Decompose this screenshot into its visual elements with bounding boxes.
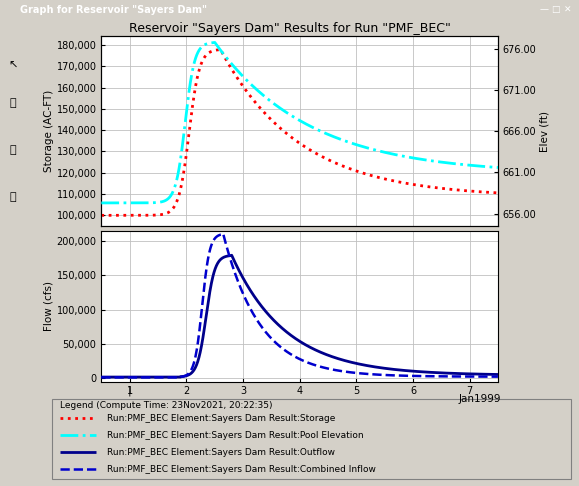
Y-axis label: Flow (cfs): Flow (cfs) (43, 281, 54, 331)
Text: Run:PMF_BEC Element:Sayers Dam Result:Outflow: Run:PMF_BEC Element:Sayers Dam Result:Ou… (107, 448, 335, 457)
Text: Graph for Reservoir "Sayers Dam": Graph for Reservoir "Sayers Dam" (20, 5, 207, 15)
FancyBboxPatch shape (52, 399, 570, 479)
Text: —: — (540, 5, 549, 14)
Text: Run:PMF_BEC Element:Sayers Dam Result:Storage: Run:PMF_BEC Element:Sayers Dam Result:St… (107, 414, 335, 423)
Text: 📋: 📋 (10, 145, 16, 155)
Y-axis label: Storage (AC-FT): Storage (AC-FT) (43, 90, 54, 173)
Text: Run:PMF_BEC Element:Sayers Dam Result:Pool Elevation: Run:PMF_BEC Element:Sayers Dam Result:Po… (107, 431, 364, 440)
Text: Reservoir "Sayers Dam" Results for Run "PMF_BEC": Reservoir "Sayers Dam" Results for Run "… (129, 22, 450, 35)
Text: ↖: ↖ (8, 61, 18, 71)
Text: Legend (Compute Time: 23Nov2021, 20:22:35): Legend (Compute Time: 23Nov2021, 20:22:3… (60, 401, 272, 410)
Text: |: | (128, 385, 131, 396)
Text: 📚: 📚 (10, 192, 16, 202)
Y-axis label: Elev (ft): Elev (ft) (539, 111, 549, 152)
Text: □: □ (552, 5, 560, 14)
Text: Jan1999: Jan1999 (459, 394, 501, 404)
Text: 🔍: 🔍 (10, 99, 16, 108)
Text: ✕: ✕ (564, 5, 571, 14)
Text: Run:PMF_BEC Element:Sayers Dam Result:Combined Inflow: Run:PMF_BEC Element:Sayers Dam Result:Co… (107, 465, 376, 474)
